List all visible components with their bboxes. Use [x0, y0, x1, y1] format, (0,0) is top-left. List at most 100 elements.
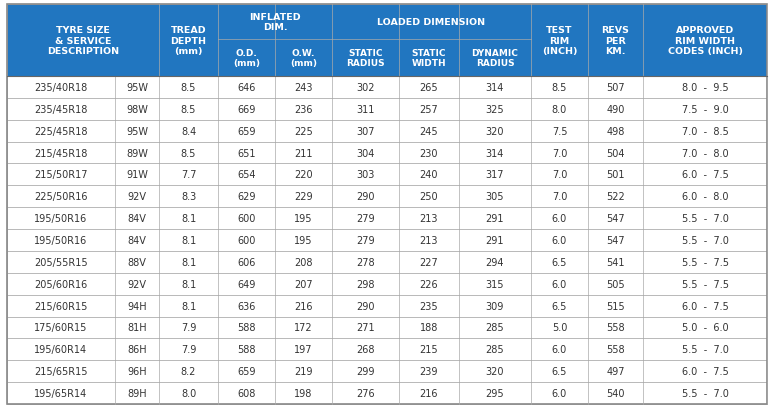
Text: 6.0  -  7.5: 6.0 - 7.5: [682, 366, 728, 376]
Text: 314: 314: [486, 83, 504, 93]
Text: 230: 230: [420, 148, 438, 158]
Text: 6.5: 6.5: [552, 366, 567, 376]
Text: 649: 649: [238, 279, 255, 289]
Text: 291: 291: [486, 236, 504, 245]
Text: 5.0  -  6.0: 5.0 - 6.0: [682, 323, 728, 333]
Text: 8.1: 8.1: [181, 301, 196, 311]
Text: 6.0: 6.0: [552, 388, 567, 398]
Text: 197: 197: [294, 344, 313, 355]
Text: LOADED DIMENSION: LOADED DIMENSION: [378, 18, 485, 27]
Text: 6.0  -  7.5: 6.0 - 7.5: [682, 170, 728, 180]
Text: 195/60R14: 195/60R14: [34, 344, 87, 355]
Text: 290: 290: [356, 192, 375, 202]
Text: 215/45R18: 215/45R18: [34, 148, 87, 158]
Bar: [7, 142, 767, 164]
Text: 285: 285: [486, 344, 505, 355]
Text: 6.5: 6.5: [552, 257, 567, 267]
Text: 7.0: 7.0: [552, 170, 567, 180]
Text: 8.1: 8.1: [181, 257, 196, 267]
Text: 600: 600: [238, 213, 255, 224]
Text: 314: 314: [486, 148, 504, 158]
Text: 498: 498: [606, 126, 625, 136]
Text: 8.2: 8.2: [181, 366, 196, 376]
Text: 7.5  -  9.0: 7.5 - 9.0: [682, 105, 728, 115]
Text: 547: 547: [606, 236, 625, 245]
Text: 540: 540: [606, 388, 625, 398]
Text: 298: 298: [356, 279, 375, 289]
Bar: [7, 120, 767, 142]
Text: 92V: 92V: [128, 192, 146, 202]
Text: 7.9: 7.9: [181, 344, 196, 355]
Text: 6.0: 6.0: [552, 279, 567, 289]
Text: 279: 279: [356, 213, 375, 224]
Text: 606: 606: [238, 257, 255, 267]
Text: 501: 501: [606, 170, 625, 180]
Text: 608: 608: [238, 388, 255, 398]
Text: 8.0: 8.0: [552, 105, 567, 115]
Text: 8.0: 8.0: [181, 388, 196, 398]
Text: STATIC
WIDTH: STATIC WIDTH: [412, 49, 447, 67]
Text: STATIC
RADIUS: STATIC RADIUS: [346, 49, 385, 67]
Text: 195/50R16: 195/50R16: [34, 213, 87, 224]
Text: 195: 195: [294, 213, 313, 224]
Text: 91W: 91W: [126, 170, 148, 180]
Text: 213: 213: [420, 213, 438, 224]
Text: 7.0: 7.0: [552, 148, 567, 158]
Text: 195/50R16: 195/50R16: [34, 236, 87, 245]
Text: 7.0  -  8.5: 7.0 - 8.5: [682, 126, 728, 136]
Text: 5.5  -  7.5: 5.5 - 7.5: [681, 279, 728, 289]
Text: 216: 216: [294, 301, 313, 311]
Text: 6.0: 6.0: [552, 213, 567, 224]
Text: O.D.
(mm): O.D. (mm): [233, 49, 260, 67]
Text: 84V: 84V: [128, 236, 146, 245]
Text: 5.5  -  7.5: 5.5 - 7.5: [681, 257, 728, 267]
Text: 195/65R14: 195/65R14: [34, 388, 87, 398]
Text: 6.0  -  7.5: 6.0 - 7.5: [682, 301, 728, 311]
Text: 295: 295: [486, 388, 505, 398]
Bar: [7, 5, 767, 77]
Text: 216: 216: [420, 388, 438, 398]
Text: 309: 309: [486, 301, 504, 311]
Text: 278: 278: [356, 257, 375, 267]
Text: 8.1: 8.1: [181, 236, 196, 245]
Text: 81H: 81H: [127, 323, 147, 333]
Text: INFLATED
DIM.: INFLATED DIM.: [249, 13, 301, 32]
Text: 198: 198: [294, 388, 313, 398]
Text: 205/55R15: 205/55R15: [34, 257, 87, 267]
Text: 507: 507: [606, 83, 625, 93]
Text: 291: 291: [486, 213, 504, 224]
Text: 235/40R18: 235/40R18: [34, 83, 87, 93]
Text: 172: 172: [294, 323, 313, 333]
Text: 8.0  -  9.5: 8.0 - 9.5: [682, 83, 728, 93]
Text: 188: 188: [420, 323, 438, 333]
Text: 245: 245: [420, 126, 438, 136]
Text: 8.5: 8.5: [181, 105, 196, 115]
Text: 320: 320: [486, 366, 504, 376]
Bar: [7, 208, 767, 229]
Text: 205/60R16: 205/60R16: [34, 279, 87, 289]
Text: TYRE SIZE
& SERVICE
DESCRIPTION: TYRE SIZE & SERVICE DESCRIPTION: [47, 27, 119, 55]
Text: TREAD
DEPTH
(mm): TREAD DEPTH (mm): [170, 27, 207, 55]
Text: 95W: 95W: [126, 83, 148, 93]
Bar: [7, 229, 767, 251]
Text: 95W: 95W: [126, 126, 148, 136]
Text: 215/65R15: 215/65R15: [34, 366, 87, 376]
Text: 84V: 84V: [128, 213, 146, 224]
Text: 271: 271: [356, 323, 375, 333]
Text: 8.5: 8.5: [181, 148, 196, 158]
Text: 94H: 94H: [127, 301, 147, 311]
Text: 225/50R16: 225/50R16: [34, 192, 87, 202]
Text: 215/50R17: 215/50R17: [34, 170, 87, 180]
Text: 497: 497: [606, 366, 625, 376]
Text: 285: 285: [486, 323, 505, 333]
Text: 7.5: 7.5: [552, 126, 567, 136]
Bar: [7, 360, 767, 382]
Text: 315: 315: [486, 279, 504, 289]
Text: 299: 299: [356, 366, 375, 376]
Text: 646: 646: [238, 83, 255, 93]
Text: 235: 235: [420, 301, 438, 311]
Bar: [7, 186, 767, 208]
Text: 219: 219: [294, 366, 313, 376]
Text: 89W: 89W: [126, 148, 148, 158]
Text: 303: 303: [356, 170, 375, 180]
